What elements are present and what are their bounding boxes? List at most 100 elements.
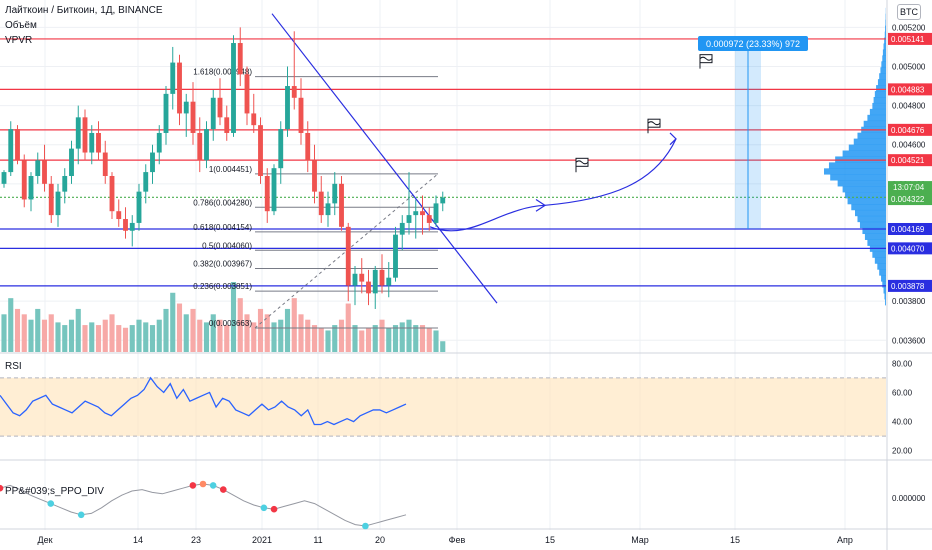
volume-bar — [237, 298, 243, 352]
price-level-tag-text: 0.004521 — [891, 156, 925, 165]
candle-body — [55, 191, 61, 216]
candle-body — [440, 197, 446, 204]
vpvr-bar — [885, 19, 886, 26]
volume-bar — [311, 325, 318, 352]
ppo-divergence-dot — [47, 500, 55, 507]
flag-icon — [699, 54, 713, 69]
candle-body — [231, 43, 236, 133]
measure-label: 0.000972 (23.33%) 972 — [706, 39, 800, 49]
volume-bar — [28, 319, 34, 352]
vpvr-bar — [853, 138, 886, 145]
rsi-pane-label[interactable]: RSI — [5, 361, 22, 372]
fib-level-label: 1.618(0.004948) — [193, 68, 252, 77]
vpvr-bar — [851, 204, 886, 211]
volume-bar — [372, 325, 378, 352]
vpvr-bar — [869, 108, 886, 116]
candle-body — [406, 215, 412, 223]
vpvr-bar — [867, 239, 886, 246]
ppo-divergence-dot — [209, 482, 217, 489]
candle-body — [82, 117, 88, 153]
vpvr-bar — [855, 209, 886, 217]
ppo-pane-label[interactable]: PP&#039;s_PPO_DIV — [5, 486, 104, 497]
volume-bar — [379, 319, 385, 352]
flag-icon — [647, 118, 661, 134]
vpvr-bar — [882, 55, 886, 62]
candle-body — [8, 129, 14, 173]
candle-body — [96, 132, 101, 153]
volume-bar — [102, 319, 108, 352]
volume-bar — [440, 341, 446, 352]
candle-body — [332, 183, 338, 204]
candle-body — [123, 219, 128, 231]
vpvr-bar — [882, 281, 886, 288]
volume-bar — [35, 308, 41, 352]
volume-bar — [284, 308, 291, 352]
volume-bar — [62, 325, 68, 352]
vpvr-bar — [837, 180, 886, 187]
volume-indicator-label[interactable]: Объём — [5, 20, 37, 31]
volume-bar — [95, 325, 102, 352]
volume-bar — [21, 314, 27, 352]
vpvr-bar — [848, 144, 886, 151]
vpvr-bar — [876, 85, 886, 92]
candle-body — [75, 117, 81, 149]
candle-body — [109, 176, 115, 212]
rsi-line — [0, 376, 407, 426]
volume-bar — [298, 314, 304, 352]
volume-bar — [264, 314, 270, 352]
price-level-tag-text: 0.004322 — [891, 195, 925, 204]
candle-body — [399, 222, 405, 235]
volume-bar — [359, 330, 365, 352]
vpvr-bar — [877, 263, 886, 270]
volume-bar — [230, 282, 237, 352]
volume-bar — [176, 303, 183, 352]
vpvr-indicator-label[interactable]: VPVR — [5, 35, 33, 46]
descending-trendline — [271, 13, 498, 304]
candle-body — [15, 129, 20, 161]
fib-level-label: 0.618(0.004154) — [193, 223, 252, 232]
candle-body — [271, 168, 277, 212]
vpvr-bar — [874, 91, 886, 98]
candle-body — [251, 113, 257, 126]
price-level-tag — [888, 222, 932, 235]
ppo-divergence-dot — [260, 504, 268, 512]
price-level-tag-text: 0.004676 — [891, 126, 925, 135]
time-axis-tick: 15 — [730, 535, 740, 545]
time-axis-tick: Дек — [37, 535, 52, 545]
ppo-divergence-dot — [199, 480, 207, 488]
candle-body — [345, 226, 351, 286]
vpvr-bar — [882, 49, 886, 56]
candle-body — [190, 101, 196, 133]
candle-body — [426, 215, 432, 223]
candle-body — [352, 273, 358, 286]
volume-bar — [224, 325, 230, 352]
volume-bar — [332, 325, 338, 352]
fib-level-label: 1(0.004451) — [209, 165, 252, 174]
time-axis-tick: 2021 — [252, 535, 272, 545]
symbol-title[interactable]: Лайткоин / Биткоин, 1Д, BINANCE — [5, 5, 163, 16]
candle-body — [285, 86, 290, 130]
price-axis-tick: 0.004600 — [892, 141, 926, 150]
vpvr-bar — [881, 275, 886, 282]
countdown-tag-text: 13:07:04 — [893, 183, 925, 192]
volume-bar — [129, 325, 135, 352]
vpvr-bar — [842, 186, 886, 193]
candle-body — [217, 97, 223, 118]
candle-body — [312, 160, 317, 192]
candle-body — [379, 269, 385, 286]
volume-bar — [244, 314, 250, 352]
candle-body — [48, 183, 54, 216]
volume-bar — [352, 325, 358, 352]
volume-bar — [197, 319, 203, 352]
vpvr-bar — [879, 73, 886, 80]
vpvr-bar — [867, 114, 886, 122]
candle-body — [305, 132, 311, 161]
ppo-axis-tick: 0.000000 — [892, 494, 926, 503]
vpvr-bar — [824, 168, 886, 175]
volume-bar — [386, 327, 392, 352]
candle-body — [413, 211, 419, 216]
candle-body — [237, 43, 243, 75]
quote-currency-badge[interactable]: BTC — [897, 4, 921, 20]
candle-body — [359, 273, 365, 282]
volume-bar — [14, 308, 21, 352]
